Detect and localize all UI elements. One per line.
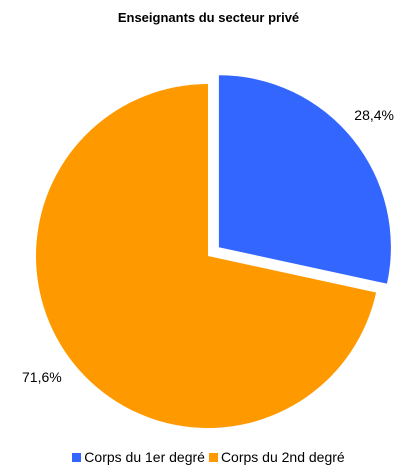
legend-label-2nd-degre: Corps du 2nd degré: [220, 449, 345, 465]
pie-label-2nd-degre: 71,6%: [22, 369, 62, 385]
pie-slice-2nd-degre: [35, 84, 377, 428]
legend: Corps du 1er degré Corps du 2nd degré: [0, 449, 417, 465]
legend-label-1er-degre: Corps du 1er degré: [84, 449, 205, 465]
pie-slice-1er-degre: [218, 75, 391, 284]
legend-swatch-1er-degre: [72, 452, 82, 462]
legend-item-1er-degre: Corps du 1er degré: [72, 449, 205, 465]
pie-chart: 28,4% 71,6%: [22, 75, 394, 428]
pie-label-1er-degre: 28,4%: [354, 107, 394, 123]
legend-item-2nd-degre: Corps du 2nd degré: [208, 449, 345, 465]
chart-title: Enseignants du secteur privé: [117, 10, 300, 25]
legend-swatch-2nd-degre: [208, 452, 218, 462]
